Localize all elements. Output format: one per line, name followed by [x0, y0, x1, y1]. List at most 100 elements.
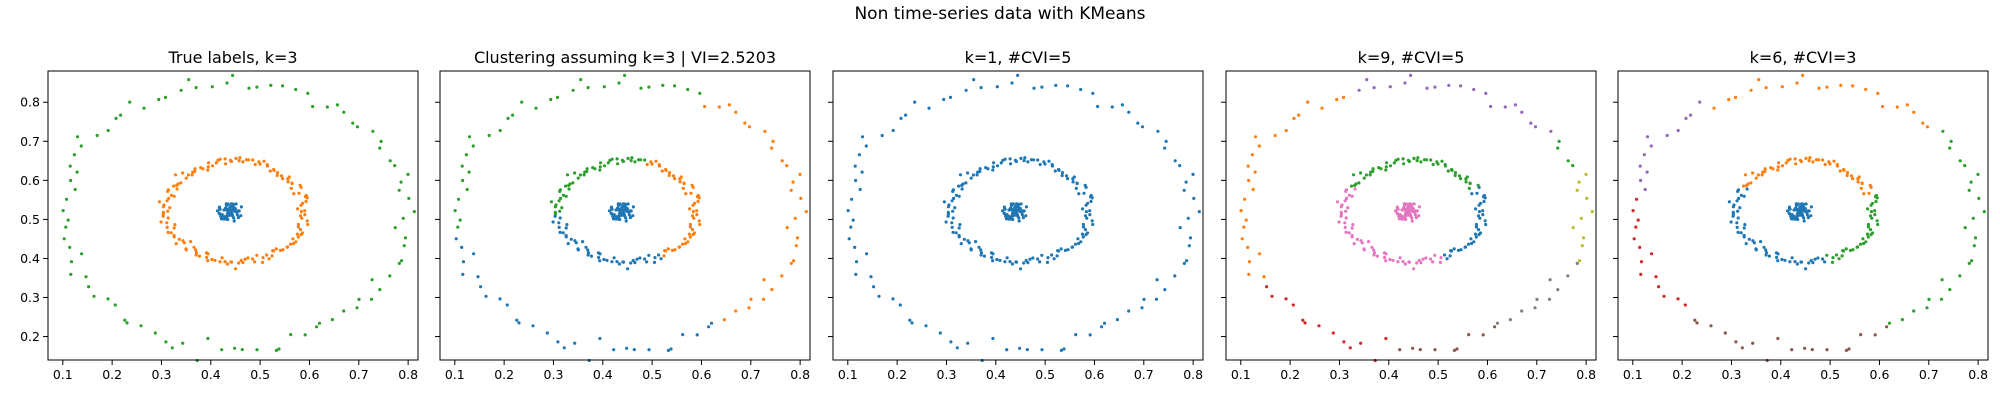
scatter-point [1449, 249, 1454, 253]
scatter-point [626, 202, 630, 206]
scatter-point [657, 163, 661, 167]
scatter-point [1817, 86, 1821, 90]
scatter-point [210, 164, 215, 168]
scatter-point [206, 165, 210, 169]
x-tick-label: 0.6 [300, 367, 320, 382]
scatter-point [1450, 167, 1454, 172]
scatter-point [161, 205, 165, 209]
scatter-point [991, 259, 995, 263]
scatter-point [1368, 173, 1372, 177]
scatter-point [1857, 175, 1861, 179]
scatter-point [253, 260, 257, 264]
scatter-point [617, 262, 622, 266]
scatter-point [1794, 207, 1798, 211]
scatter-point [647, 253, 651, 257]
scatter-point [1784, 161, 1788, 165]
scatter-point [1086, 201, 1090, 205]
scatter-point [224, 162, 228, 166]
scatter-point [1503, 105, 1507, 109]
scatter-point [693, 201, 697, 205]
x-tick-label: 0.4 [986, 367, 1006, 382]
scatter-point [1344, 230, 1348, 234]
scatter-point [166, 216, 170, 220]
scatter-point [1844, 247, 1848, 251]
scatter-point [1362, 176, 1366, 180]
scatter-point [461, 272, 465, 276]
scatter-point [498, 128, 502, 133]
scatter-point [629, 261, 633, 265]
scatter-point [1472, 87, 1476, 92]
scatter-point [457, 197, 461, 201]
scatter-point [1010, 262, 1015, 266]
scatter-point [190, 173, 194, 177]
x-tick-label: 0.3 [152, 367, 172, 382]
scatter-point [571, 181, 575, 185]
x-tick-label: 0.7 [1527, 367, 1547, 382]
scatter-point [1977, 196, 1981, 200]
scatter-point [1431, 162, 1435, 167]
scatter-point [1447, 83, 1451, 87]
axes-frame [47, 70, 419, 361]
scatter-point [1470, 192, 1474, 196]
scatter-point [506, 116, 510, 120]
scatter-point [1350, 184, 1354, 188]
scatter-point [1835, 253, 1839, 257]
scatter-point [226, 213, 230, 218]
scatter-point [971, 173, 976, 177]
scatter-point [275, 173, 279, 178]
scatter-point [698, 91, 702, 95]
scatter-point [1802, 219, 1806, 223]
scatter-point [1403, 262, 1407, 266]
scatter-point [858, 187, 862, 192]
scatter-point [847, 237, 851, 241]
scatter-point [181, 171, 185, 175]
scatter-point [1825, 85, 1829, 89]
scatter-point [315, 325, 319, 329]
scatter-point [1127, 110, 1131, 114]
scatter-point [1452, 247, 1456, 251]
scatter-point [370, 278, 374, 282]
scatter-point [1459, 84, 1463, 88]
scatter-point [220, 256, 224, 260]
scatter-point [1343, 221, 1347, 225]
scatter-point [576, 248, 580, 252]
x-tick-label: 0.3 [937, 367, 957, 382]
scatter-point [72, 153, 76, 157]
scatter-point [1474, 207, 1478, 211]
scatter-point [1764, 248, 1768, 252]
scatter-point [1473, 232, 1477, 236]
scatter-point [977, 245, 981, 249]
scatter-point [1676, 297, 1680, 301]
scatter-point [1876, 91, 1880, 95]
scatter-point [1438, 260, 1443, 264]
scatter-point [1579, 216, 1583, 220]
scatter-point [660, 169, 664, 173]
scatter-point [1025, 348, 1029, 352]
scatter-point [1353, 183, 1357, 187]
scatter-point [1040, 348, 1044, 352]
scatter-point [1453, 171, 1458, 175]
scatter-point [179, 181, 183, 185]
scatter-point [1484, 222, 1488, 227]
scatter-point [306, 91, 310, 95]
scatter-point [1337, 220, 1341, 224]
scatter-point [770, 288, 774, 292]
scatter-point [1578, 259, 1582, 263]
scatter-point [551, 220, 555, 224]
x-tick-label: 0.4 [1771, 367, 1791, 382]
scatter-point [1369, 170, 1373, 174]
scatter-point [657, 253, 661, 257]
scatter-point [645, 260, 649, 264]
scatter-point [257, 160, 261, 164]
scatter-point [402, 244, 406, 248]
scatter-point [1028, 257, 1032, 261]
scatter-point [686, 240, 690, 244]
scatter-point [278, 248, 283, 252]
scatter-point [1851, 248, 1855, 252]
scatter-point [949, 340, 953, 344]
scatter-point [157, 97, 161, 102]
scatter-point [1808, 156, 1812, 160]
scatter-point [952, 196, 956, 200]
x-tick-label: 0.7 [349, 367, 369, 382]
scatter-point [1416, 156, 1420, 160]
